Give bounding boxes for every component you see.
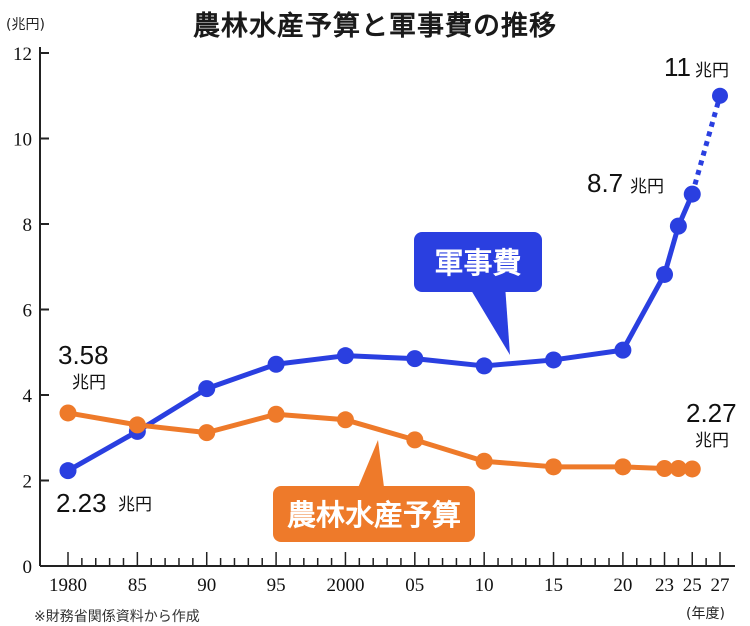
- x-tick-label: 23: [655, 575, 674, 596]
- x-tick-label: 2000: [326, 575, 364, 596]
- annotation-3-58-value: 3.58: [58, 340, 109, 370]
- agriculture-callout: 農林水産予算: [273, 440, 475, 542]
- annotation-2-27-value: 2.27: [686, 398, 737, 428]
- x-tick-label: 27: [711, 575, 730, 596]
- x-tick-label: 90: [197, 575, 216, 596]
- x-tick-label: 05: [405, 575, 424, 596]
- x-tick-label: 10: [475, 575, 494, 596]
- agriculture-point: [656, 460, 674, 478]
- agriculture-point: [336, 411, 354, 429]
- military-point: [406, 350, 424, 368]
- agriculture-point: [198, 424, 216, 442]
- military-point: [267, 355, 285, 373]
- y-tick-label: 4: [23, 386, 33, 407]
- x-tick-label: 85: [128, 575, 147, 596]
- agriculture-point: [545, 458, 563, 476]
- y-tick-label: 2: [23, 472, 33, 493]
- agriculture-point: [267, 405, 285, 423]
- y-tick-label: 8: [23, 215, 33, 236]
- military-point: [683, 185, 701, 203]
- agriculture-point: [683, 460, 701, 478]
- x-axis-unit: (年度): [686, 606, 725, 622]
- military-point: [656, 265, 674, 283]
- agriculture-point: [475, 452, 493, 470]
- agriculture-callout-box: [273, 486, 475, 542]
- agriculture-callout-pointer: [355, 440, 385, 495]
- y-tick-label: 12: [13, 44, 32, 65]
- agriculture-point: [614, 458, 632, 476]
- annotation-11-value: 11: [664, 52, 691, 82]
- military-callout-pointer: [468, 285, 510, 355]
- annotation-2-23-unit: 兆円: [118, 495, 152, 515]
- annotation-3-58-unit: 兆円: [72, 373, 106, 393]
- military-projection-point: [712, 87, 728, 104]
- military-callout-label: 軍事費: [434, 246, 521, 280]
- annotation-11-unit: 兆円: [695, 61, 729, 81]
- military-point: [545, 351, 563, 369]
- chart-title: 農林水産予算と軍事費の推移: [193, 11, 557, 42]
- military-point: [669, 217, 687, 235]
- annotation-2-23-value: 2.23: [56, 488, 107, 518]
- military-point: [59, 462, 77, 480]
- military-point: [614, 341, 632, 359]
- military-callout: 軍事費: [414, 232, 542, 355]
- military-point: [475, 357, 493, 375]
- y-tick-label: 6: [23, 301, 33, 322]
- x-tick-label: 20: [613, 575, 632, 596]
- y-tick-label: 0: [23, 557, 33, 578]
- agriculture-point: [128, 416, 146, 434]
- x-tick-label: 15: [544, 575, 563, 596]
- annotation-8-7-unit: 兆円: [630, 177, 664, 197]
- x-tick-label: 95: [267, 575, 286, 596]
- y-tick-label: 10: [13, 130, 32, 151]
- annotation-8-7-value: 8.7: [587, 168, 623, 198]
- agriculture-point: [406, 431, 424, 449]
- x-tick-label: 25: [683, 575, 702, 596]
- x-tick-label: 1980: [49, 575, 87, 596]
- military-point: [336, 347, 354, 365]
- agriculture-point: [669, 460, 687, 478]
- annotation-2-27-unit: 兆円: [695, 431, 729, 451]
- agriculture-point: [59, 404, 77, 422]
- military-projection-line: [689, 95, 723, 195]
- y-axis-unit: (兆円): [6, 17, 45, 33]
- military-callout-box: [414, 232, 542, 292]
- military-point: [198, 380, 216, 398]
- agriculture-callout-label: 農林水産予算: [287, 498, 461, 532]
